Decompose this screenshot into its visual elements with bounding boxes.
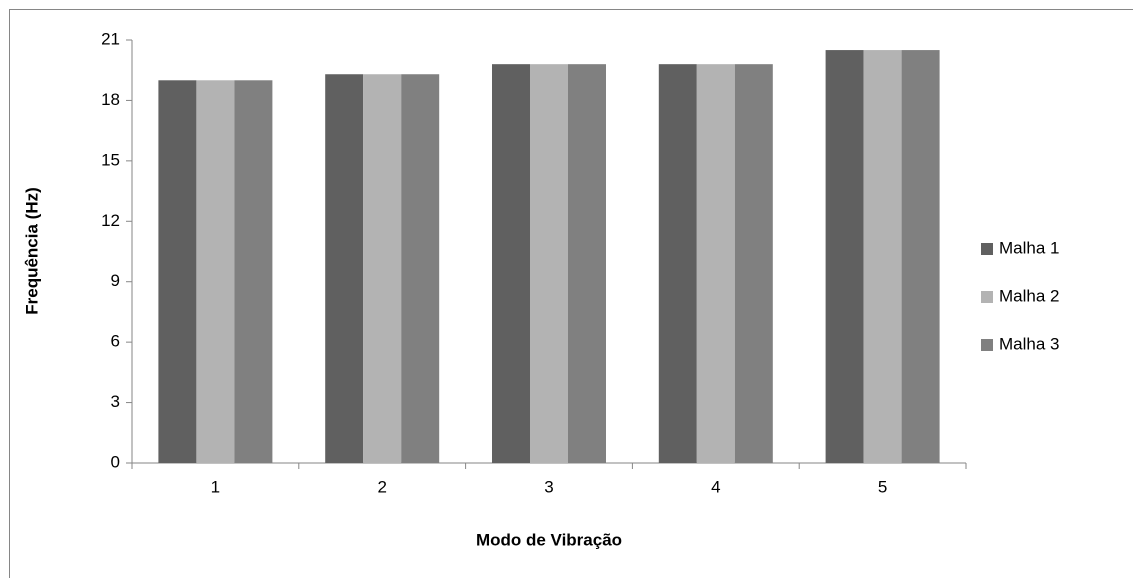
y-tick-label: 21 [101, 29, 120, 48]
legend-swatch [981, 243, 993, 255]
legend-label: Malha 3 [999, 334, 1059, 353]
x-tick-label: 2 [377, 477, 386, 496]
y-tick-label: 0 [111, 452, 120, 471]
bar [658, 64, 697, 464]
x-tick-label: 4 [711, 477, 720, 496]
legend-swatch [981, 339, 993, 351]
bar [568, 64, 606, 464]
bar [901, 50, 940, 463]
bar [863, 50, 902, 463]
x-tick-label: 1 [211, 477, 220, 496]
y-tick-label: 12 [101, 211, 120, 230]
legend-label: Malha 2 [999, 286, 1059, 305]
bar [401, 74, 440, 463]
bar [530, 64, 568, 464]
legend-label: Malha 1 [999, 238, 1059, 257]
bar [492, 64, 530, 464]
y-axis-title: Frequência (Hz) [22, 187, 41, 315]
x-axis-title: Modo de Vibração [476, 530, 622, 549]
y-tick-label: 6 [111, 332, 120, 351]
bar [363, 74, 402, 463]
y-tick-label: 18 [101, 90, 120, 109]
legend-swatch [981, 291, 993, 303]
bar [158, 80, 197, 464]
y-tick-label: 9 [111, 271, 120, 290]
bar [734, 64, 773, 464]
bar [234, 80, 273, 464]
y-tick-label: 3 [111, 392, 120, 411]
bar [825, 50, 864, 463]
x-tick-label: 3 [544, 477, 553, 496]
bar [325, 74, 364, 463]
x-tick-label: 5 [878, 477, 887, 496]
bar [696, 64, 735, 464]
y-tick-label: 15 [101, 150, 120, 169]
chart-frame [9, 9, 1133, 578]
bar [196, 80, 235, 464]
